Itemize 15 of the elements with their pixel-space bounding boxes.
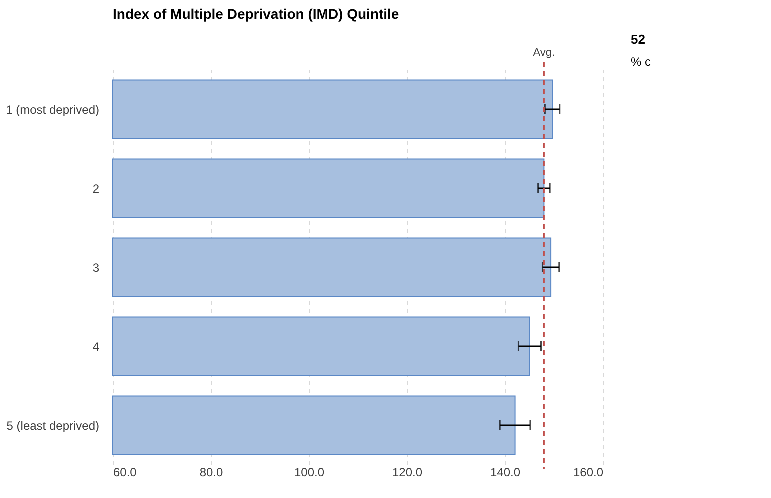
y-tick-label: 5 (least deprived) xyxy=(6,419,100,433)
y-tick-label: 2 xyxy=(92,182,100,196)
x-tick-label: 160.0 xyxy=(573,466,604,480)
text: % c xyxy=(631,55,652,69)
x-tick-label: 140.0 xyxy=(490,466,521,480)
x-tick-label: 60.0 xyxy=(114,466,138,480)
text: 52 xyxy=(631,32,646,47)
x-tick-label: 100.0 xyxy=(294,466,325,480)
x-tick-label: 120.0 xyxy=(392,466,423,480)
y-tick-label: 1 (most deprived) xyxy=(6,103,100,117)
y-tick-label: 4 xyxy=(92,340,100,354)
ref-line-label: Avg. xyxy=(533,47,556,59)
y-tick-label: 3 xyxy=(92,261,100,275)
chart-title: Index of Multiple Deprivation (IMD) Quintile xyxy=(113,6,400,22)
x-tick-label: 80.0 xyxy=(200,466,224,480)
